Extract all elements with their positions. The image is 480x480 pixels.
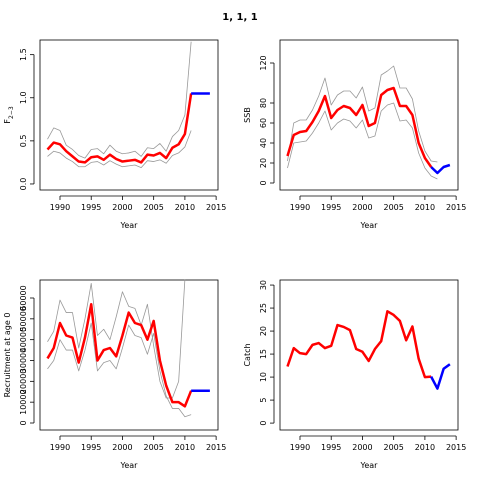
- series-line: [286, 86, 433, 168]
- series-line: [430, 363, 451, 390]
- y-axis-label: F2−3: [3, 106, 15, 123]
- y-axis-label-subscript: 2−3: [8, 106, 15, 119]
- x-tick-label: 1990: [290, 203, 310, 212]
- plot-frame: [39, 39, 219, 191]
- plot-frame: [39, 279, 219, 431]
- x-tick-label: 2010: [415, 203, 435, 212]
- series-line: [430, 163, 451, 175]
- series-line: [47, 41, 192, 159]
- y-axis-label-main: Recruitment at age 0: [3, 313, 12, 398]
- y-tick-label: 20: [259, 326, 268, 336]
- x-tick-label: 2000: [112, 203, 132, 212]
- y-tick-label: 10000: [19, 389, 28, 414]
- y-axis-label-main: F: [3, 119, 12, 124]
- series-line: [47, 322, 192, 418]
- y-tick-label: 40: [259, 138, 268, 148]
- x-tick-label: 2010: [175, 443, 195, 452]
- y-tick-label: 30000: [19, 348, 28, 373]
- x-tick-label: 2015: [446, 203, 466, 212]
- x-tick-label: 2000: [352, 203, 372, 212]
- plot-frame: [279, 279, 459, 431]
- x-tick-label: 2015: [446, 443, 466, 452]
- x-tick-label: 2015: [206, 443, 226, 452]
- series-line: [46, 303, 193, 408]
- y-tick-label: 25: [259, 303, 268, 313]
- series-line: [47, 130, 192, 168]
- y-axis-label-main: Catch: [243, 343, 252, 366]
- x-tick-label: 2005: [143, 203, 163, 212]
- x-axis-label: Year: [360, 461, 379, 470]
- y-tick-label: 20000: [19, 369, 28, 394]
- y-tick-label: 80: [259, 98, 268, 108]
- series-line: [47, 279, 186, 399]
- y-tick-label: 0.0: [19, 178, 28, 191]
- y-axis-label: Catch: [243, 343, 252, 366]
- series-line: [286, 310, 432, 379]
- y-tick-label: 0: [259, 180, 268, 185]
- series-line: [287, 102, 438, 180]
- x-tick-label: 1995: [321, 443, 341, 452]
- y-tick-label: 60000: [19, 285, 28, 310]
- x-axis-label: Year: [360, 221, 379, 230]
- y-tick-label: 30: [259, 280, 268, 290]
- x-tick-label: 2015: [206, 203, 226, 212]
- figure-title: 1, 1, 1: [222, 12, 257, 23]
- y-tick-label: 120: [259, 55, 268, 70]
- y-tick-label: 5: [259, 398, 268, 403]
- y-tick-label: 10: [259, 372, 268, 382]
- y-tick-label: 0: [259, 421, 268, 426]
- x-tick-label: 2000: [112, 443, 132, 452]
- series-line: [46, 93, 193, 164]
- y-tick-label: 15: [259, 349, 268, 359]
- y-tick-label: 1.0: [19, 91, 28, 104]
- x-tick-label: 1995: [81, 443, 101, 452]
- x-tick-label: 2005: [383, 203, 403, 212]
- y-axis-label: Recruitment at age 0: [3, 313, 12, 398]
- y-tick-label: 50000: [19, 306, 28, 331]
- panel: 1990 1995 2000 2005 2010 2015 0 20 40 60 80 120 Year…: [243, 39, 466, 230]
- y-axis-label: SSB: [243, 107, 252, 123]
- x-tick-label: 1990: [50, 443, 70, 452]
- x-axis-label: Year: [120, 221, 139, 230]
- y-tick-label: 1.5: [19, 48, 28, 61]
- x-tick-label: 1990: [290, 443, 310, 452]
- x-tick-label: 1990: [50, 203, 70, 212]
- x-tick-label: 1995: [321, 203, 341, 212]
- panel: 1990 1995 2000 2005 2010 2015 0.0 0.5 1.0 1.5 Year…: [3, 39, 226, 230]
- y-tick-label: 0.5: [19, 134, 28, 147]
- x-tick-label: 2010: [175, 203, 195, 212]
- x-tick-label: 2005: [383, 443, 403, 452]
- x-tick-label: 1995: [81, 203, 101, 212]
- plot-frame: [279, 39, 459, 191]
- x-tick-label: 2010: [415, 443, 435, 452]
- panel: 1990 1995 2000 2005 2010 2015 0 100002000030000…: [3, 279, 226, 470]
- series-line: [287, 65, 438, 163]
- x-axis-label: Year: [120, 461, 139, 470]
- y-axis-label-main: SSB: [243, 107, 252, 123]
- y-tick-label: 60: [259, 118, 268, 128]
- y-tick-label: 20: [259, 158, 268, 168]
- x-tick-label: 2000: [352, 443, 372, 452]
- panel: 1990 1995 2000 2005 2010 2015 0 5 10 15 20 25 30 Year…: [243, 279, 466, 470]
- y-tick-label: 0: [19, 420, 28, 425]
- y-tick-label: 40000: [19, 327, 28, 352]
- x-tick-label: 2005: [143, 443, 163, 452]
